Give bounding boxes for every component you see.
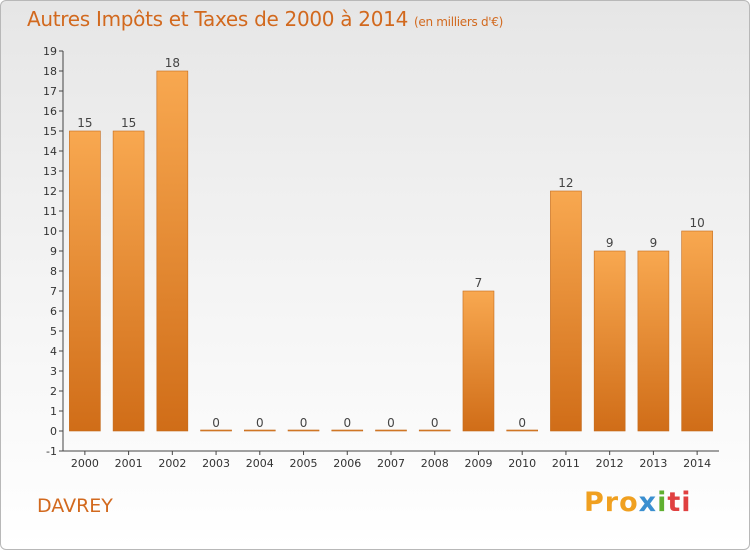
x-tick-label: 2012 (596, 457, 624, 470)
x-tick-label: 2008 (421, 457, 449, 470)
y-tick-label: 2 (50, 385, 57, 398)
bar (156, 70, 189, 432)
x-tick-label: 2002 (158, 457, 186, 470)
data-label: 0 (300, 416, 308, 430)
y-tick-label: 6 (50, 305, 57, 318)
data-label: 7 (475, 276, 483, 290)
data-label: 9 (606, 236, 614, 250)
y-tick-label: 10 (43, 225, 57, 238)
y-tick-label: 9 (50, 245, 57, 258)
bar (112, 130, 145, 432)
logo-part: ti (667, 487, 692, 518)
data-label: 10 (689, 216, 704, 230)
bar (287, 429, 320, 432)
data-label: 0 (212, 416, 220, 430)
y-tick-label: -1 (46, 445, 57, 458)
data-label: 0 (431, 416, 439, 430)
y-tick-label: 3 (50, 365, 57, 378)
city-name: DAVREY (37, 495, 113, 517)
x-tick-label: 2005 (290, 457, 318, 470)
bar (418, 429, 451, 432)
x-tick-label: 2010 (508, 457, 536, 470)
bar (681, 230, 713, 432)
bar (375, 429, 407, 432)
logo-part: x (638, 487, 658, 518)
logo-part: Pro (584, 487, 639, 518)
x-tick-label: 2011 (552, 457, 580, 470)
x-tick-label: 2004 (246, 457, 274, 470)
data-label: 0 (387, 416, 395, 430)
logo-part: i (657, 487, 668, 518)
y-tick-label: 5 (50, 325, 57, 338)
y-tick-label: 12 (43, 185, 57, 198)
y-tick-label: 16 (43, 105, 57, 118)
data-label: 15 (121, 116, 136, 130)
bar (550, 190, 582, 432)
x-tick-label: 2001 (115, 457, 143, 470)
x-tick-label: 2009 (464, 457, 492, 470)
chart-unit: (en milliers d'€) (414, 15, 504, 29)
y-tick-label: 13 (43, 165, 57, 178)
y-tick-label: 7 (50, 285, 57, 298)
y-tick-label: 14 (43, 145, 57, 158)
bar (506, 429, 539, 432)
data-label: 15 (77, 116, 92, 130)
y-tick-label: 19 (43, 45, 57, 58)
bar (331, 429, 364, 432)
y-tick-label: 15 (43, 125, 57, 138)
x-tick-label: 2013 (639, 457, 667, 470)
chart-title-text: Autres Impôts et Taxes de 2000 à 2014 (27, 7, 408, 31)
bar (69, 130, 101, 432)
bar (200, 429, 232, 432)
y-tick-label: 4 (50, 345, 57, 358)
x-tick-label: 2000 (71, 457, 99, 470)
y-tick-label: 8 (50, 265, 57, 278)
x-tick-label: 2007 (377, 457, 405, 470)
chart-title: Autres Impôts et Taxes de 2000 à 2014 (en… (27, 7, 503, 31)
bar (593, 250, 626, 432)
bar (462, 290, 495, 432)
data-label: 9 (650, 236, 658, 250)
bar (637, 250, 670, 432)
data-label: 0 (343, 416, 351, 430)
data-label: 0 (518, 416, 526, 430)
y-tick-label: 1 (50, 405, 57, 418)
y-tick-label: 17 (43, 85, 57, 98)
bar (244, 429, 276, 432)
y-tick-label: 11 (43, 205, 57, 218)
data-label: 0 (256, 416, 264, 430)
x-tick-label: 2014 (683, 457, 711, 470)
x-tick-label: 2006 (333, 457, 361, 470)
y-tick-label: 18 (43, 65, 57, 78)
proxiti-logo: Proxiti (584, 487, 692, 518)
data-label: 12 (558, 176, 573, 190)
data-label: 18 (165, 56, 180, 70)
x-tick-label: 2003 (202, 457, 230, 470)
y-tick-label: 0 (50, 425, 57, 438)
